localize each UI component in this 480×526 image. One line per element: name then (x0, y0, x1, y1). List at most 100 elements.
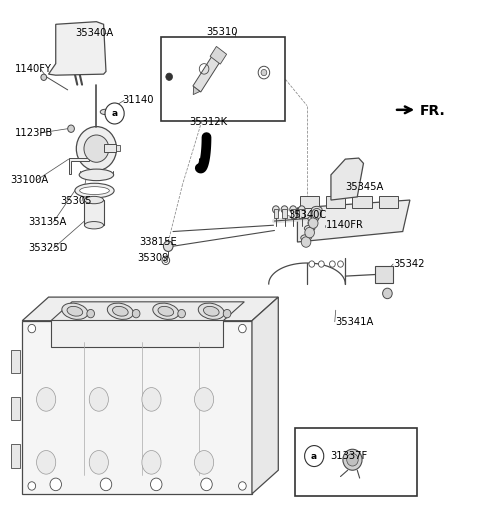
Ellipse shape (108, 303, 133, 319)
Ellipse shape (142, 388, 161, 411)
Circle shape (105, 103, 124, 124)
Ellipse shape (158, 306, 174, 316)
Ellipse shape (67, 306, 83, 316)
Bar (282, 209, 287, 218)
Circle shape (383, 288, 392, 299)
Circle shape (329, 261, 335, 267)
Ellipse shape (301, 235, 312, 241)
Ellipse shape (204, 306, 219, 316)
Ellipse shape (36, 451, 56, 474)
Text: 35340C: 35340C (288, 210, 326, 220)
Circle shape (163, 241, 173, 251)
Bar (379, 196, 398, 208)
Ellipse shape (281, 206, 288, 213)
Ellipse shape (312, 206, 322, 213)
Ellipse shape (89, 451, 108, 474)
Circle shape (305, 227, 314, 238)
Ellipse shape (308, 216, 319, 222)
Circle shape (50, 478, 61, 491)
Bar (326, 196, 345, 208)
Ellipse shape (84, 196, 104, 204)
Ellipse shape (79, 169, 114, 180)
Bar (11, 397, 20, 420)
Ellipse shape (89, 388, 108, 411)
Circle shape (239, 325, 246, 333)
Ellipse shape (62, 303, 88, 319)
Ellipse shape (36, 388, 56, 411)
Polygon shape (22, 297, 278, 321)
Ellipse shape (299, 206, 305, 213)
Circle shape (132, 309, 140, 318)
Bar (11, 350, 20, 373)
Polygon shape (252, 297, 278, 494)
Text: 1140FR: 1140FR (326, 220, 364, 230)
Text: 35341A: 35341A (336, 317, 374, 327)
Text: 35305: 35305 (60, 196, 92, 206)
Circle shape (87, 309, 95, 318)
Circle shape (319, 261, 324, 267)
Polygon shape (298, 200, 410, 242)
Text: 1140FY: 1140FY (15, 64, 52, 74)
Ellipse shape (100, 109, 110, 115)
Circle shape (76, 127, 117, 170)
Bar (375, 266, 393, 283)
Ellipse shape (142, 451, 161, 474)
Bar (22, 321, 252, 494)
Polygon shape (210, 46, 227, 64)
Bar (11, 444, 20, 468)
Text: 33135A: 33135A (28, 217, 67, 227)
Polygon shape (69, 158, 89, 174)
Bar (291, 209, 296, 218)
Polygon shape (331, 158, 363, 200)
Text: a: a (311, 451, 317, 461)
Text: 33815E: 33815E (140, 237, 177, 247)
Circle shape (312, 208, 322, 219)
Circle shape (166, 73, 172, 80)
Circle shape (258, 66, 270, 79)
Polygon shape (51, 302, 244, 321)
Circle shape (28, 482, 36, 490)
Circle shape (239, 482, 246, 490)
Circle shape (301, 237, 311, 247)
Text: 35325D: 35325D (28, 244, 68, 254)
Text: 35342: 35342 (393, 259, 425, 269)
Circle shape (261, 69, 267, 76)
Bar (51, 320, 223, 347)
Text: 1123PB: 1123PB (15, 128, 53, 138)
Text: 31140: 31140 (123, 95, 154, 105)
Ellipse shape (153, 303, 179, 319)
Ellipse shape (273, 206, 279, 213)
Ellipse shape (84, 221, 104, 229)
Ellipse shape (112, 306, 128, 316)
Circle shape (68, 125, 74, 133)
Circle shape (343, 449, 362, 470)
Circle shape (164, 258, 168, 262)
Polygon shape (193, 87, 200, 95)
Circle shape (305, 446, 324, 467)
Text: 31337F: 31337F (330, 451, 367, 461)
Bar (161, 37, 286, 122)
Bar (116, 146, 120, 151)
Ellipse shape (75, 183, 114, 198)
Circle shape (178, 309, 185, 318)
Ellipse shape (80, 187, 109, 195)
Circle shape (347, 453, 358, 466)
Circle shape (151, 478, 162, 491)
Circle shape (162, 256, 169, 265)
Bar (300, 196, 319, 208)
Bar (352, 196, 372, 208)
Text: 33100A: 33100A (10, 175, 48, 185)
Polygon shape (193, 52, 223, 92)
Bar (295, 428, 417, 497)
Ellipse shape (290, 206, 297, 213)
Circle shape (337, 261, 343, 267)
Circle shape (28, 325, 36, 333)
Circle shape (223, 309, 231, 318)
Text: a: a (111, 109, 118, 118)
Text: 35310: 35310 (206, 27, 238, 37)
Bar (300, 209, 304, 218)
Text: 35309: 35309 (137, 253, 168, 263)
Circle shape (100, 478, 112, 491)
Circle shape (84, 135, 109, 163)
Ellipse shape (194, 388, 214, 411)
